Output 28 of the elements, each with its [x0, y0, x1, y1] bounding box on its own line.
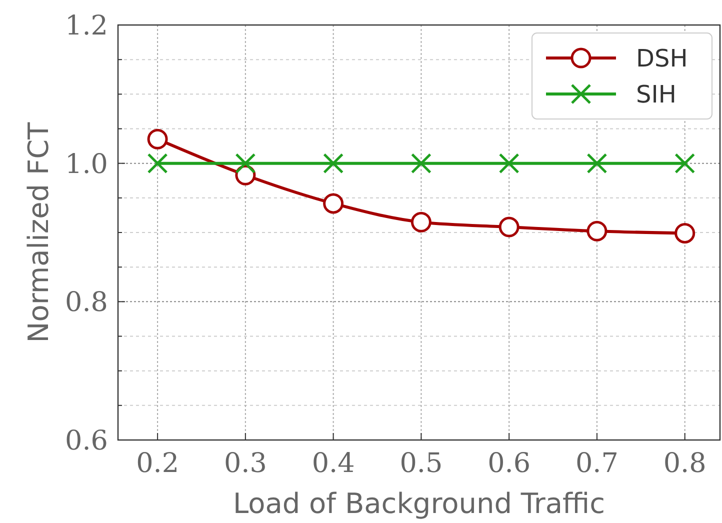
x-axis-title: Load of Background Traffic	[232, 487, 606, 520]
y-tick-label: 1.0	[65, 148, 108, 180]
x-tick-label: 0.8	[663, 448, 706, 479]
point	[235, 153, 256, 174]
x-tick-label: 0.6	[488, 448, 531, 479]
point	[410, 212, 432, 232]
point	[147, 128, 168, 150]
point	[674, 222, 696, 244]
point	[323, 193, 344, 214]
legend-label: SIH	[636, 80, 676, 108]
y-tick-label: 0.8	[65, 287, 108, 318]
y-tick-label: 1.2	[65, 10, 108, 42]
point	[323, 153, 344, 174]
legend-label: DSH	[636, 44, 688, 72]
y-tick-label: 0.6	[65, 425, 108, 456]
point	[674, 153, 696, 174]
point	[498, 153, 520, 174]
point	[410, 153, 432, 174]
point	[586, 220, 608, 242]
x-tick-label: 0.2	[136, 448, 180, 479]
point	[147, 153, 168, 174]
y-axis-title: Normalized FCT	[22, 121, 55, 343]
x-tick-label: 0.5	[400, 448, 443, 479]
x-tick-label: 0.4	[312, 448, 355, 479]
point	[498, 216, 520, 238]
point	[586, 153, 608, 174]
x-tick-label: 0.7	[575, 448, 618, 479]
x-tick-label: 0.3	[224, 448, 267, 479]
